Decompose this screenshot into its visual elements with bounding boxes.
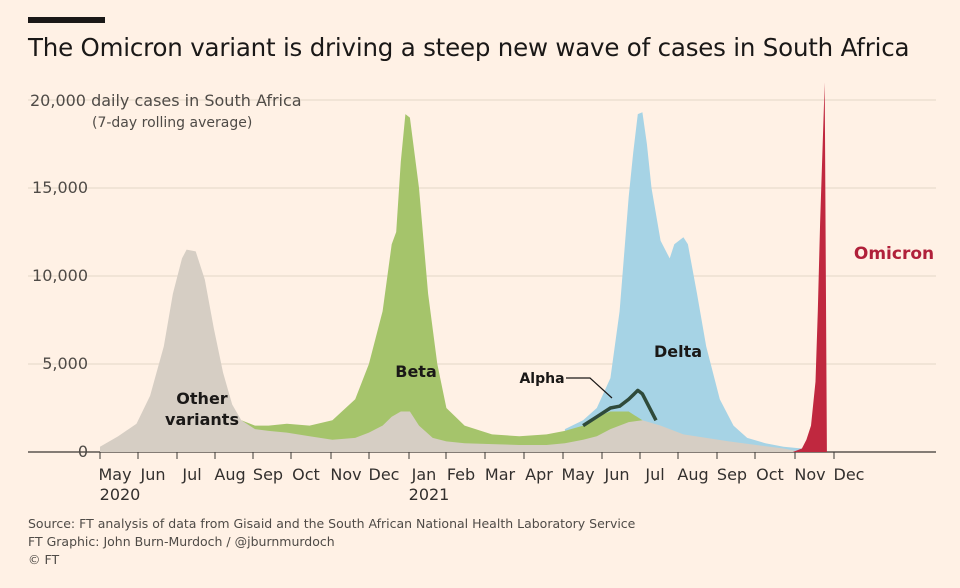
x-tick-label: Mar xyxy=(485,465,516,484)
y-axis-label: 20,000 daily cases in South Africa xyxy=(30,91,302,110)
x-tick-label: Oct xyxy=(756,465,784,484)
x-tick-label: Aug xyxy=(677,465,708,484)
alpha-leader-line xyxy=(566,377,613,399)
series-area-beta xyxy=(241,114,652,452)
x-year-label: 2021 xyxy=(409,485,450,504)
x-tick-label: Jul xyxy=(644,465,664,484)
footer: Source: FT analysis of data from Gisaid … xyxy=(28,515,635,569)
y-axis-sublabel: (7-day rolling average) xyxy=(92,115,252,131)
y-tick-label: 0 xyxy=(78,442,88,461)
series-area-other-variants xyxy=(100,249,802,452)
x-tick-label: Dec xyxy=(369,465,400,484)
y-tick-label: 5,000 xyxy=(42,354,88,373)
label-other-variants-line: variants xyxy=(165,410,239,429)
x-tick-label: Jan xyxy=(411,465,437,484)
label-omicron: Omicron xyxy=(854,244,934,264)
chart-title: The Omicron variant is driving a steep n… xyxy=(28,33,910,62)
label-delta-line: Delta xyxy=(654,342,702,361)
x-tick-label: Sep xyxy=(253,465,283,484)
x-year-label: 2020 xyxy=(100,485,141,504)
x-tick-label: Apr xyxy=(525,465,553,484)
chart-labels: Other variants Beta Delta Omicron Alpha xyxy=(165,244,934,429)
y-tick-label: 15,000 xyxy=(32,178,88,197)
series-line-alpha xyxy=(582,388,658,428)
label-omicron-line: Omicron xyxy=(854,244,934,264)
x-tick-label: Jun xyxy=(604,465,630,484)
x-tick-label: Feb xyxy=(447,465,475,484)
title-rule xyxy=(28,17,105,23)
x-tick-label: Sep xyxy=(717,465,747,484)
x-tick-label: Aug xyxy=(214,465,245,484)
x-tick-label: Dec xyxy=(834,465,865,484)
label-other-variants: Other variants xyxy=(165,389,239,429)
label-alpha-line: Alpha xyxy=(519,371,564,387)
x-tick-label: Jun xyxy=(140,465,166,484)
source-note: Source: FT analysis of data from Gisaid … xyxy=(28,516,636,531)
copyright: © FT xyxy=(28,552,60,567)
x-tick-label: May xyxy=(561,465,594,484)
series-areas xyxy=(100,82,827,453)
x-tick-label: Nov xyxy=(794,465,825,484)
x-tick-label: May xyxy=(98,465,131,484)
label-beta-line: Beta xyxy=(395,362,437,381)
chart: 0 5,000 10,000 15,000 20,000 daily cases in … xyxy=(28,82,936,504)
x-tick-label: Nov xyxy=(330,465,361,484)
label-alpha: Alpha xyxy=(519,371,564,387)
x-tick-label: Oct xyxy=(292,465,320,484)
gridlines: 0 5,000 10,000 15,000 20,000 daily cases in … xyxy=(28,91,936,461)
series-area-omicron xyxy=(792,82,827,453)
label-other-variants-line: Other xyxy=(176,389,227,408)
y-tick-label: 10,000 xyxy=(32,266,88,285)
label-delta: Delta xyxy=(654,342,702,361)
graphic-credit: FT Graphic: John Burn-Murdoch / @jburnmu… xyxy=(28,534,335,549)
series-area-delta xyxy=(564,112,802,453)
label-beta: Beta xyxy=(395,362,437,381)
x-tick-label: Jul xyxy=(181,465,201,484)
